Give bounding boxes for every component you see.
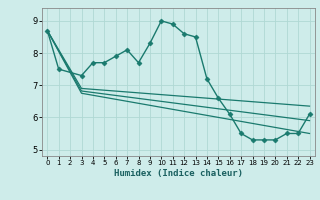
X-axis label: Humidex (Indice chaleur): Humidex (Indice chaleur): [114, 169, 243, 178]
